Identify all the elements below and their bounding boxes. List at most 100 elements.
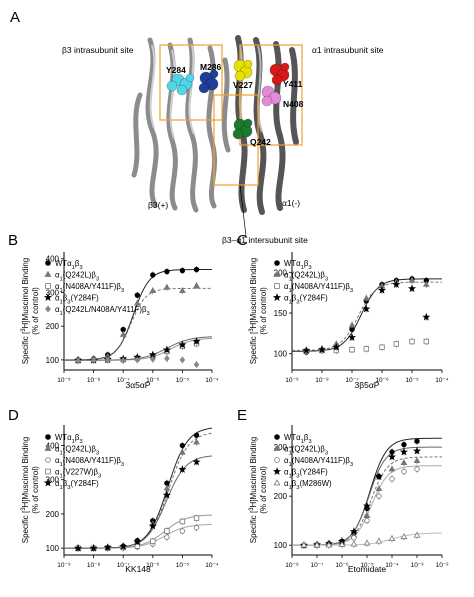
data-point (120, 357, 127, 364)
data-point (164, 528, 170, 534)
legend-marker (45, 434, 51, 440)
data-point (376, 493, 382, 499)
legend-marker (45, 260, 51, 266)
legend-label: WTα1β3 (284, 259, 312, 271)
x-tick-label: 10⁻⁷ (310, 562, 324, 569)
x-tick-label: 10⁻⁴ (435, 377, 449, 384)
x-tick-label: 10⁻⁹ (285, 377, 299, 384)
data-point (179, 356, 186, 364)
legend-label: α1β3(Y284F) (284, 294, 328, 306)
legend-marker (274, 434, 280, 440)
data-point (423, 338, 430, 345)
y-axis-label: Specific [3H]Muscimol Binding(% of contr… (249, 437, 268, 544)
y-tick-label: 300 (46, 288, 60, 297)
fit-curve (63, 287, 212, 361)
fit-curve (292, 437, 443, 546)
x-tick-label: 10⁻⁶ (146, 377, 160, 384)
data-point (409, 338, 415, 345)
y-tick-label: 400 (46, 255, 60, 264)
y-axis-label: Specific [3H]Muscimol Binding(% of contr… (21, 258, 40, 365)
data-point (75, 357, 81, 365)
y-tick-label: 200 (46, 322, 60, 331)
data-point (178, 465, 187, 473)
data-point (133, 537, 142, 546)
y-axis-label: Specific [3H]Muscimol Binding(% of contr… (249, 258, 268, 365)
legend-label: WTα1β3 (284, 433, 312, 445)
data-point (392, 280, 401, 288)
beta3-intrasubunit-box (159, 44, 223, 121)
y-tick-label: 150 (274, 309, 288, 318)
data-point (400, 459, 408, 466)
panel-a-letter: A (10, 9, 20, 26)
y-tick-label: 100 (46, 544, 60, 553)
x-axis-label: KK148 (125, 564, 151, 574)
data-point (393, 341, 400, 347)
data-point (363, 539, 371, 546)
data-point (349, 527, 358, 535)
x-tick-label: 10⁻⁵ (405, 377, 419, 384)
x-tick-label: 10⁻⁵ (176, 377, 190, 384)
legend-marker (273, 444, 281, 451)
data-point (389, 476, 395, 482)
y-tick-label: 100 (46, 356, 60, 365)
label-intersubunit-site: β3–α1 intersubunit site (222, 235, 308, 245)
data-point (74, 543, 83, 552)
chart-panel-b: 100 200 300 400 10⁻⁹ 10⁻⁸ 10⁻⁷ 10⁻⁶ 10⁻⁵ 10⁻⁴ 3α5α… (21, 252, 219, 390)
legend-marker (272, 293, 282, 302)
legend-marker (274, 283, 280, 289)
label-alpha1-minus: α1(-) (282, 198, 300, 208)
data-point (400, 533, 408, 540)
data-point (387, 452, 397, 461)
data-point (374, 472, 383, 480)
label-beta3-plus: β3(+) (148, 200, 168, 210)
data-point (179, 448, 186, 455)
label-m286: M286 (200, 62, 222, 72)
x-tick-label: 10⁻² (436, 562, 450, 569)
panel-e-letter: E (237, 407, 247, 424)
legend-marker (45, 468, 51, 475)
data-point (90, 357, 97, 364)
data-point (351, 535, 357, 541)
x-tick-label: 10⁻⁴ (385, 562, 399, 569)
legend-label: α1(Q242L)β3 (55, 445, 99, 457)
x-tick-label: 10⁻⁸ (285, 562, 299, 569)
legend-label: α1β3(M286W) (284, 479, 332, 491)
data-point (162, 490, 171, 499)
data-point (193, 515, 200, 521)
data-point (375, 485, 383, 492)
legend-label: WTα1β3 (55, 259, 83, 271)
label-v227: V227 (233, 80, 253, 90)
residue-y411 (269, 62, 290, 86)
data-point (300, 541, 308, 548)
data-point (192, 337, 201, 345)
legend-label: α1β3(Y284F) (55, 294, 99, 306)
data-point (350, 540, 358, 547)
residue-y284 (166, 73, 195, 96)
data-point (193, 266, 200, 273)
y-tick-label: 300 (46, 476, 60, 485)
x-tick-label: 10⁻⁸ (87, 562, 101, 569)
data-point (401, 468, 407, 475)
panel-c-letter: C (237, 232, 248, 249)
data-point (399, 447, 408, 456)
data-point (164, 355, 170, 362)
data-point (89, 543, 98, 552)
legend-marker (274, 260, 280, 266)
data-point (347, 333, 357, 341)
label-alpha1-intrasubunit-site: α1 intrasubunit site (312, 45, 384, 55)
legend-label: α1β3(Y284F) (284, 468, 328, 480)
x-tick-label: 10⁻⁷ (345, 377, 359, 384)
data-point (163, 484, 171, 491)
data-point (150, 538, 156, 545)
data-point (348, 321, 356, 328)
binding-site-boxes (159, 44, 303, 186)
label-beta3-intrasubunit-site: β3 intrasubunit site (62, 45, 134, 55)
data-point (164, 268, 170, 275)
data-point (338, 540, 346, 547)
data-point (193, 432, 200, 438)
data-point (422, 280, 430, 287)
y-tick-label: 200 (274, 492, 288, 501)
data-point (178, 340, 187, 349)
legend-marker (44, 444, 52, 451)
